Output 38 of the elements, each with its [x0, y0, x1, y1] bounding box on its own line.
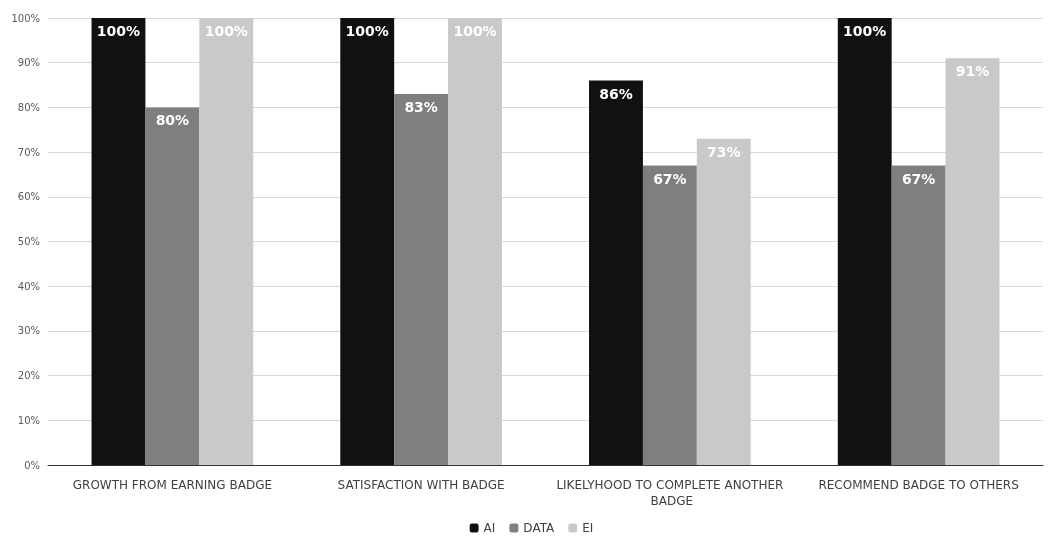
legend-label: DATA: [523, 521, 556, 535]
y-tick-label: 90%: [17, 57, 40, 69]
bar: [891, 165, 946, 465]
data-label: 80%: [155, 112, 190, 129]
bar: [394, 93, 449, 465]
data-label: 100%: [345, 23, 389, 39]
bar: [145, 107, 200, 465]
y-tick-label: 10%: [17, 414, 40, 426]
bar: [642, 165, 697, 465]
y-tick-label: 50%: [17, 236, 40, 247]
y-tick-label: 60%: [17, 191, 40, 203]
y-tick-label: 100%: [11, 12, 40, 24]
y-tick-label: 20%: [17, 370, 40, 382]
bar: [837, 18, 892, 465]
data-label: 100%: [843, 23, 887, 39]
data-label: 83%: [404, 98, 438, 115]
y-tick-label: 0%: [24, 459, 40, 471]
bar: [199, 18, 254, 465]
bar: [340, 18, 395, 465]
bar: [91, 18, 146, 465]
y-tick-label: 30%: [17, 325, 40, 337]
bar: [696, 138, 751, 465]
bar: [589, 80, 643, 465]
bar: [945, 58, 1000, 465]
legend-label: AI: [483, 521, 496, 535]
data-label: 67%: [653, 170, 687, 187]
x-tick-label: RECOMMEND BADGE TO OTHERS: [818, 478, 1019, 492]
y-tick-label: 80%: [17, 101, 40, 113]
bar: [448, 18, 502, 465]
x-tick-label: LIKELYHOOD TO COMPLETE ANOTHER BADGE: [556, 478, 784, 508]
y-tick-label: 40%: [17, 280, 40, 292]
x-tick-label: GROWTH FROM EARNING BADGE: [72, 478, 273, 492]
x-tick-label: SATISFACTION WITH BADGE: [337, 478, 505, 492]
data-label: 67%: [901, 170, 936, 187]
data-label: 86%: [599, 85, 633, 102]
legend-label: EI: [582, 521, 594, 535]
data-label: 100%: [96, 23, 141, 39]
y-tick-label: 70%: [17, 146, 40, 158]
